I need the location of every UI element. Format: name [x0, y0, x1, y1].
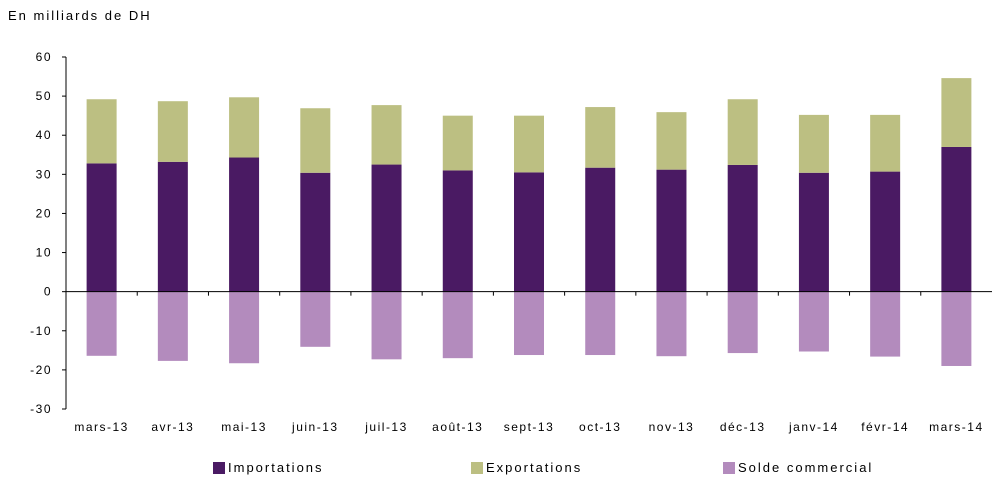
bar-importations	[371, 164, 402, 292]
bar-solde-commercial	[229, 291, 260, 364]
legend-label-solde: Solde commercial	[738, 460, 874, 475]
bar-exportations	[656, 112, 687, 170]
y-tick-label: -10	[30, 324, 52, 338]
bar-exportations	[371, 105, 402, 165]
bar-solde-commercial	[870, 291, 901, 357]
x-tick-label: déc-13	[720, 420, 766, 434]
bar-solde-commercial	[300, 291, 331, 347]
bar-exportations	[157, 101, 188, 162]
x-tick-label: avr-13	[151, 420, 194, 434]
bar-solde-commercial	[941, 291, 972, 366]
y-tick-label: 10	[36, 246, 52, 260]
bar-importations	[798, 172, 829, 292]
x-tick-label: sept-13	[504, 420, 555, 434]
bar-exportations	[941, 78, 972, 147]
legend-swatch-exportations	[471, 461, 483, 474]
legend-item-exportations: Exportations	[471, 460, 582, 475]
bar-exportations	[300, 108, 331, 173]
bar-solde-commercial	[157, 291, 188, 361]
bar-importations	[656, 169, 687, 292]
y-tick-label: 50	[36, 89, 52, 103]
bar-solde-commercial	[86, 291, 117, 356]
legend-swatch-importations	[213, 461, 225, 474]
x-tick-label: oct-13	[579, 420, 621, 434]
legend-item-importations: Importations	[213, 460, 324, 475]
x-tick-label: juil-13	[364, 420, 408, 434]
bar-importations	[157, 161, 188, 292]
x-tick-label: févr-14	[861, 420, 909, 434]
legend-swatch-solde	[723, 461, 735, 474]
bar-exportations	[727, 99, 758, 165]
bar-exportations	[442, 115, 473, 171]
x-tick-label: juin-13	[291, 420, 339, 434]
y-tick-label: 20	[36, 206, 52, 220]
bar-solde-commercial	[371, 291, 402, 360]
x-tick-label: mars-14	[929, 420, 984, 434]
bar-solde-commercial	[585, 291, 616, 356]
x-tick-label: août-13	[432, 420, 483, 434]
bar-importations	[727, 164, 758, 292]
bar-importations	[585, 167, 616, 292]
bar-solde-commercial	[656, 291, 687, 357]
bar-importations	[300, 172, 331, 292]
bar-exportations	[585, 107, 616, 168]
bar-importations	[229, 157, 260, 292]
axes-layer: mars-13 avr-13 mai-13 juin-13 juil-13 août-13…	[30, 50, 992, 434]
legend-item-solde: Solde commercial	[723, 460, 873, 475]
y-tick-label: 60	[36, 50, 52, 64]
y-tick-label: -20	[30, 363, 52, 377]
legend-label-exportations: Exportations	[486, 460, 583, 475]
bar-exportations	[86, 99, 117, 164]
stacked-bar-chart: mars-13 avr-13 mai-13 juin-13 juil-13 août-13…	[30, 50, 992, 434]
bar-solde-commercial	[798, 291, 829, 352]
bar-importations	[870, 171, 901, 292]
bars-layer	[86, 78, 972, 366]
bar-importations	[941, 146, 972, 292]
bar-exportations	[514, 115, 544, 173]
legend: Importations Exportations Solde commerci…	[0, 460, 992, 478]
bar-solde-commercial	[442, 291, 473, 359]
bar-importations	[442, 170, 473, 292]
bar-importations	[86, 163, 117, 292]
legend-label-importations: Importations	[228, 460, 324, 475]
y-unit-label: En milliards de DH	[8, 8, 152, 23]
x-tick-label: janv-14	[788, 420, 839, 434]
bar-solde-commercial	[727, 291, 758, 354]
x-tick-label: nov-13	[649, 420, 695, 434]
y-tick-label: 0	[44, 285, 52, 299]
y-tick-label: 40	[36, 128, 52, 142]
bar-importations	[514, 172, 544, 292]
x-tick-label: mars-13	[74, 420, 129, 434]
bar-solde-commercial	[514, 291, 544, 356]
bar-exportations	[870, 114, 901, 172]
bar-exportations	[229, 97, 260, 158]
y-tick-label: -30	[30, 402, 52, 416]
y-tick-label: 30	[36, 167, 52, 181]
bar-exportations	[798, 114, 829, 173]
x-tick-label: mai-13	[221, 420, 267, 434]
